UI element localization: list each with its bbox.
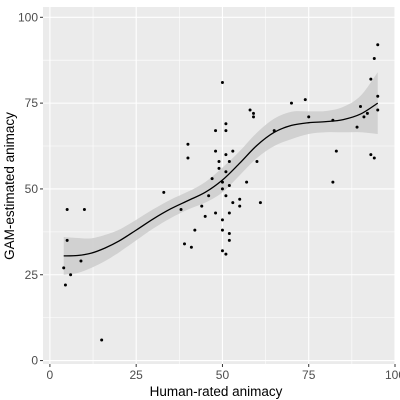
data-point xyxy=(214,129,218,133)
y-tick-label: 25 xyxy=(25,268,39,282)
data-point xyxy=(63,283,67,287)
data-point xyxy=(227,232,231,236)
data-point xyxy=(69,273,73,277)
data-point xyxy=(220,218,224,222)
data-points xyxy=(62,43,380,342)
data-point xyxy=(65,208,69,212)
data-point xyxy=(224,122,228,126)
data-point xyxy=(376,43,380,47)
data-point xyxy=(376,94,380,98)
data-point xyxy=(220,81,224,85)
data-point xyxy=(186,156,190,160)
data-point xyxy=(224,129,228,133)
x-axis-ticks: 0 25 50 75 100 xyxy=(47,364,400,382)
data-point xyxy=(220,249,224,253)
x-tick-label: 25 xyxy=(129,368,143,382)
smooth-fit-line xyxy=(63,102,379,257)
y-tick-label: 0 xyxy=(31,354,38,368)
data-point xyxy=(189,245,193,249)
data-point xyxy=(355,125,359,129)
data-point xyxy=(334,149,338,153)
data-point xyxy=(227,159,231,163)
data-point xyxy=(220,187,224,191)
data-point xyxy=(331,118,335,122)
data-point xyxy=(289,101,293,105)
data-point xyxy=(207,194,211,198)
data-point xyxy=(217,166,221,170)
y-tick-label: 50 xyxy=(25,182,39,196)
data-point xyxy=(217,159,221,163)
y-axis-ticks: 0 25 50 75 100 xyxy=(18,10,43,368)
data-point xyxy=(186,142,190,146)
x-axis-title: Human-rated animacy xyxy=(150,384,283,399)
y-tick-label: 100 xyxy=(18,10,38,24)
data-point xyxy=(214,211,218,215)
data-point xyxy=(231,201,235,205)
data-point xyxy=(369,77,373,81)
data-point xyxy=(100,338,104,342)
x-tick-label: 0 xyxy=(47,368,54,382)
data-point xyxy=(65,238,69,242)
data-point xyxy=(193,228,197,232)
data-point xyxy=(238,204,242,208)
data-point xyxy=(272,129,276,133)
data-point xyxy=(372,156,376,160)
data-point xyxy=(210,177,214,181)
data-point xyxy=(224,170,228,174)
data-point xyxy=(82,208,86,212)
data-point xyxy=(224,153,228,157)
y-axis-title: GAM-estimated animacy xyxy=(2,112,17,260)
x-tick-label: 100 xyxy=(385,368,400,382)
data-point xyxy=(224,194,228,198)
data-point xyxy=(224,252,228,256)
y-tick-label: 75 xyxy=(25,96,39,110)
data-point xyxy=(231,149,235,153)
data-point xyxy=(214,149,218,153)
data-point xyxy=(220,180,224,184)
data-point xyxy=(62,266,66,270)
data-point xyxy=(331,180,335,184)
x-tick-label: 75 xyxy=(302,368,316,382)
data-point xyxy=(182,242,186,246)
data-point xyxy=(258,201,262,205)
data-point xyxy=(220,228,224,232)
x-tick-label: 50 xyxy=(216,368,230,382)
data-point xyxy=(203,214,207,218)
data-point xyxy=(245,180,249,184)
data-point xyxy=(307,115,311,119)
data-point xyxy=(79,259,83,263)
data-point xyxy=(252,111,256,115)
data-point xyxy=(248,108,252,112)
minor-gridlines xyxy=(43,7,395,364)
data-point xyxy=(365,111,369,115)
data-point xyxy=(200,204,204,208)
data-point xyxy=(179,208,183,212)
data-point xyxy=(376,108,380,112)
data-point xyxy=(252,115,256,119)
data-point xyxy=(238,197,242,201)
data-point xyxy=(362,115,366,119)
data-point xyxy=(162,190,166,194)
data-point xyxy=(227,238,231,242)
data-point xyxy=(369,153,373,157)
data-point xyxy=(303,98,307,102)
data-point xyxy=(227,184,231,187)
data-point xyxy=(255,159,259,163)
data-point xyxy=(227,211,231,215)
data-point xyxy=(372,56,376,60)
confidence-ribbon xyxy=(63,72,378,275)
data-point xyxy=(358,105,362,109)
